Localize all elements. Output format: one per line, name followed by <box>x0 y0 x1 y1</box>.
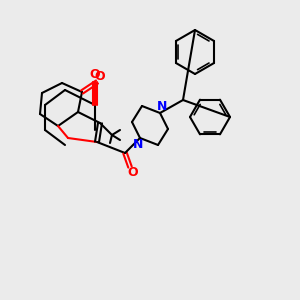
Text: N: N <box>157 100 167 112</box>
Text: O: O <box>90 68 100 82</box>
Text: N: N <box>133 139 143 152</box>
Text: O: O <box>95 70 105 83</box>
Text: O: O <box>128 167 138 179</box>
